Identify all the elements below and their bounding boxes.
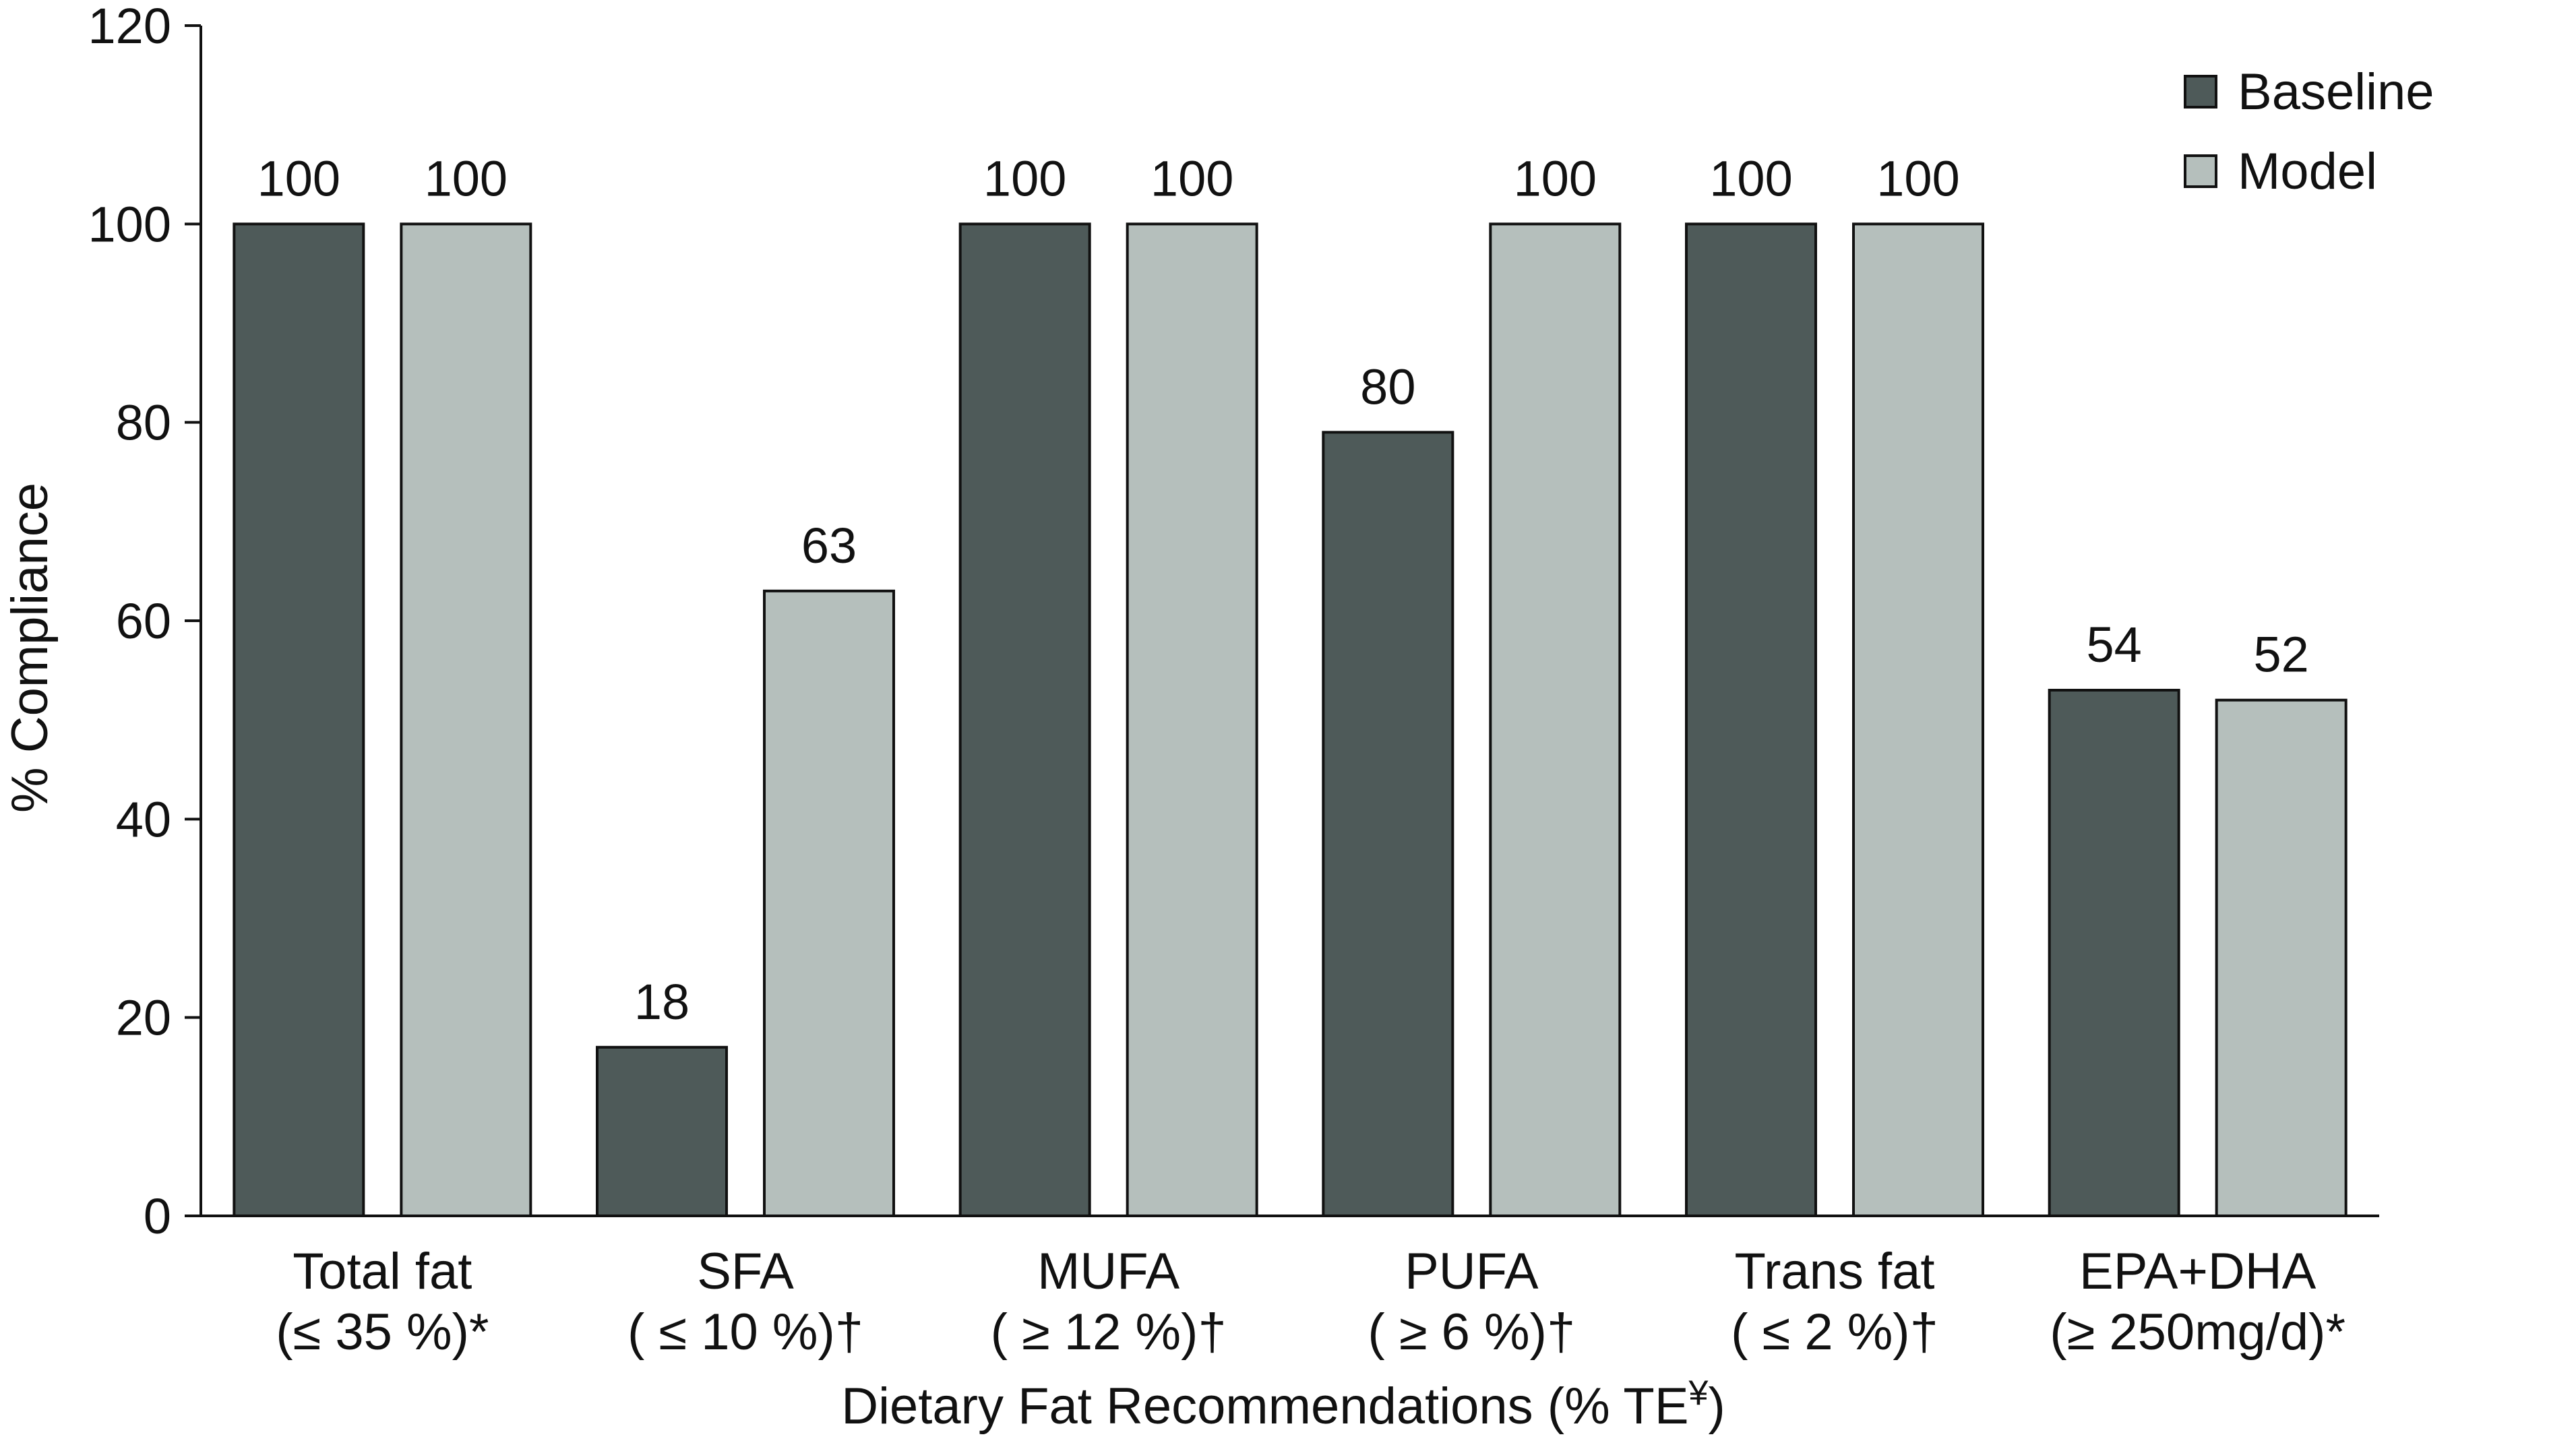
bar-baseline-6 [2048, 689, 2180, 1218]
bar-model-4 [1489, 222, 1622, 1217]
y-tick-label: 40 [116, 791, 171, 847]
data-label-baseline-4: 80 [1360, 359, 1415, 415]
x-category-sublabel: (≤ 35 %)* [276, 1303, 489, 1361]
x-category-sublabel: ( ≥ 12 %)† [991, 1303, 1227, 1361]
x-axis-title-main: Dietary Fat Recommendations (% TE [841, 1378, 1688, 1435]
data-label-baseline-3: 100 [983, 150, 1066, 206]
data-label-model-6: 52 [2254, 627, 2309, 683]
x-category-label: EPA+DHA [2079, 1243, 2317, 1300]
x-category-sublabel: ( ≤ 2 %)† [1731, 1303, 1938, 1361]
data-label-baseline-1: 100 [257, 150, 340, 206]
legend: Baseline Model [2184, 63, 2434, 200]
data-label-model-4: 100 [1514, 150, 1597, 206]
legend-label-baseline: Baseline [2238, 63, 2434, 121]
bar-model-5 [1852, 222, 1984, 1217]
data-label-model-3: 100 [1151, 150, 1233, 206]
y-tick-label: 80 [116, 395, 171, 451]
data-label-baseline-2: 18 [634, 974, 689, 1030]
x-category-sublabel: (≥ 250mg/d)* [2050, 1303, 2345, 1361]
legend-swatch-model [2184, 154, 2217, 188]
data-label-baseline-6: 54 [2087, 617, 2142, 673]
legend-label-model: Model [2238, 143, 2377, 200]
data-label-model-5: 100 [1876, 150, 1959, 206]
bar-model-1 [400, 222, 532, 1217]
bar-baseline-5 [1685, 222, 1817, 1217]
x-axis-title: Dietary Fat Recommendations (% TE¥) [841, 1374, 1725, 1435]
data-label-baseline-5: 100 [1709, 150, 1792, 206]
legend-swatch-baseline [2184, 75, 2217, 109]
x-category-label: PUFA [1405, 1243, 1539, 1300]
x-category-label: Trans fat [1734, 1243, 1934, 1300]
y-axis-title: % Compliance [1, 483, 59, 813]
bar-model-2 [763, 589, 895, 1217]
x-axis-title-superscript: ¥ [1688, 1374, 1709, 1413]
y-tick-label: 60 [116, 593, 171, 649]
y-tick-label: 20 [116, 990, 171, 1046]
x-category-sublabel: ( ≥ 6 %)† [1368, 1303, 1575, 1361]
y-tick-label: 0 [144, 1188, 171, 1244]
data-label-model-2: 63 [801, 518, 857, 574]
x-category-label: SFA [697, 1243, 794, 1300]
x-category-label: MUFA [1037, 1243, 1179, 1300]
bar-model-3 [1126, 222, 1258, 1217]
x-axis-title-suffix: ) [1708, 1378, 1725, 1435]
x-category-sublabel: ( ≤ 10 %)† [627, 1303, 863, 1361]
data-label-model-1: 100 [425, 150, 508, 206]
y-tick-label: 120 [88, 0, 171, 54]
bar-model-6 [2215, 698, 2348, 1217]
bar-baseline-1 [233, 222, 365, 1217]
bar-baseline-4 [1322, 431, 1454, 1218]
y-tick-label: 100 [88, 196, 171, 252]
x-category-label: Total fat [293, 1243, 472, 1300]
bar-baseline-2 [596, 1045, 728, 1217]
bar-baseline-3 [958, 222, 1091, 1217]
bars-group: 100 100 18 63 100 100 80 100 100 100 54 52 [233, 150, 2348, 1218]
x-axis: Total fat(≤ 35 %)* SFA( ≤ 10 %)† MUFA( ≥ 1… [201, 1215, 2379, 1361]
y-axis: 0 20 40 60 80 100 120 [88, 0, 202, 1244]
